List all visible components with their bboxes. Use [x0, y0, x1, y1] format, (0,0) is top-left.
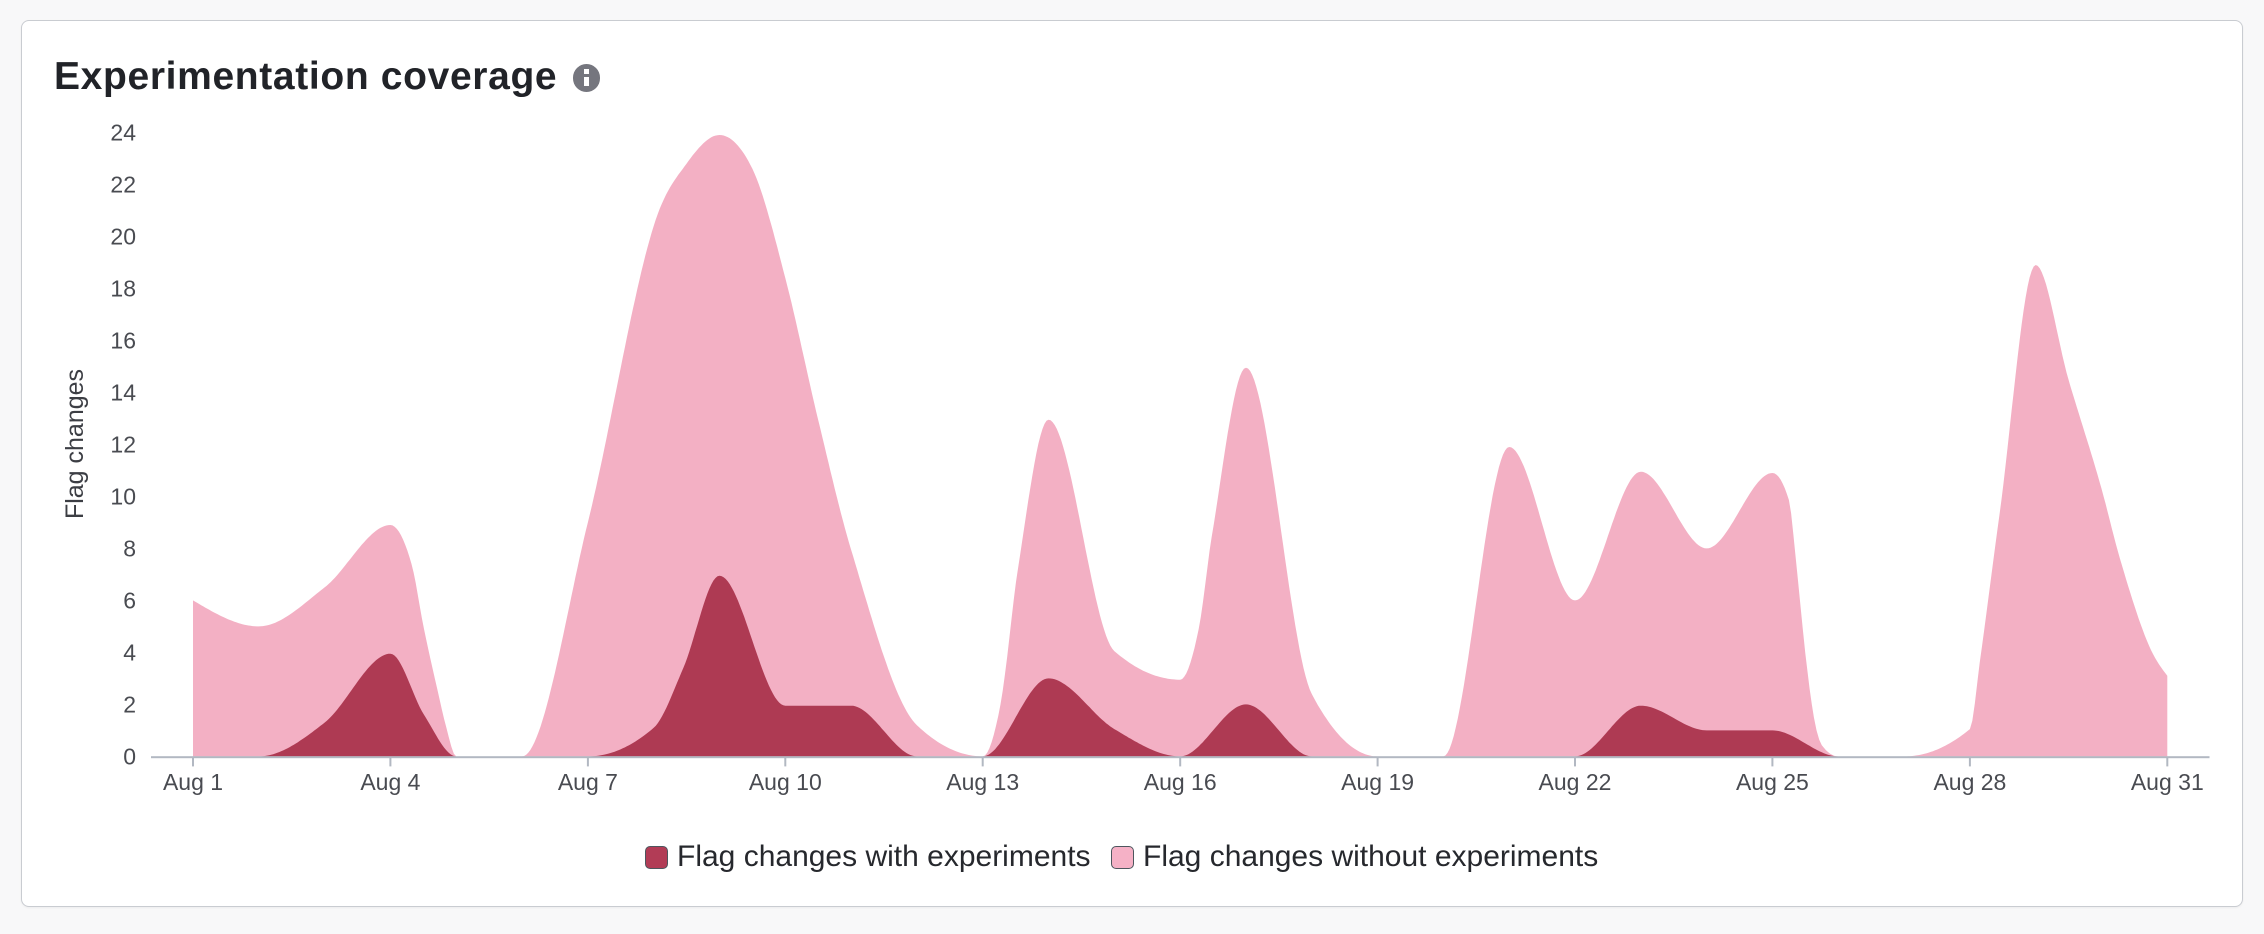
svg-text:24: 24	[110, 119, 136, 145]
svg-text:Aug 4: Aug 4	[360, 769, 420, 795]
svg-text:Aug 1: Aug 1	[163, 769, 223, 795]
svg-text:Aug 13: Aug 13	[946, 769, 1019, 795]
svg-text:20: 20	[110, 223, 136, 249]
svg-text:Aug 22: Aug 22	[1539, 769, 1612, 795]
svg-text:2: 2	[123, 691, 136, 717]
svg-text:0: 0	[123, 743, 136, 769]
svg-text:Aug 10: Aug 10	[749, 769, 822, 795]
svg-text:6: 6	[123, 587, 136, 613]
svg-text:14: 14	[110, 379, 136, 405]
svg-text:Aug 16: Aug 16	[1144, 769, 1217, 795]
svg-text:Aug 7: Aug 7	[558, 769, 618, 795]
svg-text:Aug 31: Aug 31	[2131, 769, 2204, 795]
svg-text:Aug 28: Aug 28	[1933, 769, 2006, 795]
svg-text:Flag changes: Flag changes	[61, 369, 89, 519]
svg-text:18: 18	[110, 275, 136, 301]
svg-text:8: 8	[123, 535, 136, 561]
svg-text:22: 22	[110, 171, 136, 197]
svg-text:4: 4	[123, 639, 136, 665]
svg-text:Aug 19: Aug 19	[1341, 769, 1414, 795]
svg-text:10: 10	[110, 483, 136, 509]
svg-text:16: 16	[110, 327, 136, 353]
svg-text:12: 12	[110, 431, 136, 457]
svg-text:Aug 25: Aug 25	[1736, 769, 1809, 795]
